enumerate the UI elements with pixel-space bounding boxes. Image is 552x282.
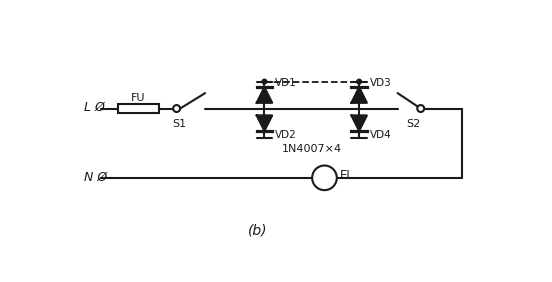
Text: (b): (b) bbox=[248, 223, 267, 237]
Text: FU: FU bbox=[131, 93, 146, 103]
Text: N Ø: N Ø bbox=[84, 171, 108, 184]
Text: EL: EL bbox=[340, 169, 354, 182]
Circle shape bbox=[312, 166, 337, 190]
Text: S2: S2 bbox=[406, 118, 420, 129]
Circle shape bbox=[173, 105, 180, 112]
Polygon shape bbox=[257, 87, 272, 103]
Polygon shape bbox=[352, 87, 367, 103]
Polygon shape bbox=[352, 115, 367, 131]
Circle shape bbox=[357, 79, 362, 84]
Text: VD3: VD3 bbox=[370, 78, 392, 88]
Text: S1: S1 bbox=[173, 118, 187, 129]
Polygon shape bbox=[257, 115, 272, 131]
Circle shape bbox=[417, 105, 424, 112]
Text: L Ø: L Ø bbox=[84, 101, 105, 114]
Text: 1N4007×4: 1N4007×4 bbox=[282, 144, 342, 154]
Circle shape bbox=[262, 79, 267, 84]
Text: VD1: VD1 bbox=[275, 78, 297, 88]
Text: VD2: VD2 bbox=[275, 131, 297, 140]
Text: VD4: VD4 bbox=[370, 131, 392, 140]
Bar bbox=[118, 104, 159, 113]
